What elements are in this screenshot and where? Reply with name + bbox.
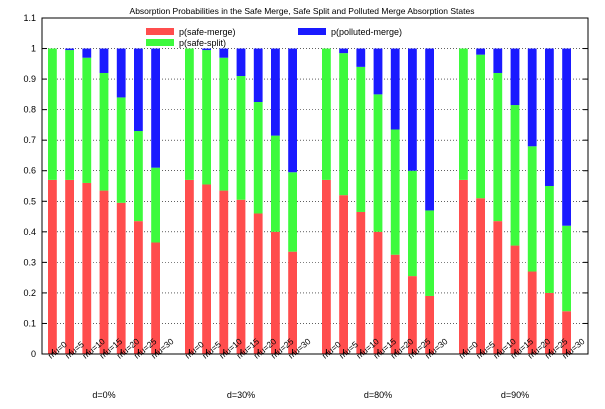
bar-segment bbox=[48, 180, 57, 354]
bar-segment bbox=[322, 180, 331, 354]
bar-segment bbox=[100, 49, 109, 73]
bar-segment bbox=[117, 49, 126, 98]
bar-segment bbox=[391, 129, 400, 254]
bar-segment bbox=[151, 168, 160, 243]
chart-title: Absorption Probabilities in the Safe Mer… bbox=[130, 6, 475, 16]
bar-segment bbox=[202, 49, 211, 51]
bar-segment bbox=[528, 49, 537, 147]
bar-segment bbox=[459, 180, 468, 354]
bar-segment bbox=[476, 55, 485, 199]
bar-segment bbox=[545, 49, 554, 186]
bar-segment bbox=[134, 131, 143, 221]
group-labels: d=0% d=30% d=80% d=90% bbox=[92, 390, 529, 400]
bar-segment bbox=[425, 210, 434, 296]
bar-segment bbox=[65, 50, 74, 180]
y-tick-label: 0.7 bbox=[23, 135, 36, 145]
bar-segment bbox=[339, 49, 348, 54]
legend-label: p(polluted-merge) bbox=[331, 27, 402, 37]
y-tick-label: 0.6 bbox=[23, 166, 36, 176]
group-label: d=90% bbox=[501, 390, 529, 400]
bar-segment bbox=[82, 58, 91, 183]
bar-segment bbox=[425, 49, 434, 211]
y-tick-label: 0.9 bbox=[23, 74, 36, 84]
bar-segment bbox=[493, 221, 502, 354]
bar-segment bbox=[545, 186, 554, 293]
bar-segment bbox=[271, 232, 280, 354]
y-tick-label: 0.8 bbox=[23, 105, 36, 115]
bar-segment bbox=[151, 49, 160, 168]
group-label: d=0% bbox=[92, 390, 115, 400]
y-tick-label: 0.3 bbox=[23, 257, 36, 267]
bar-segment bbox=[528, 146, 537, 271]
bar-segment bbox=[408, 49, 417, 171]
bar-segment bbox=[219, 191, 228, 354]
bar-segment bbox=[271, 49, 280, 136]
bar-segment bbox=[117, 203, 126, 354]
y-tick-label: 0 bbox=[31, 349, 36, 359]
bar-segment bbox=[185, 49, 194, 180]
group-label: d=80% bbox=[364, 390, 392, 400]
bar-segment bbox=[288, 172, 297, 251]
legend-swatch bbox=[146, 28, 174, 35]
legend: p(safe-merge)p(safe-split) p(polluted-mer… bbox=[134, 23, 454, 48]
group-label: d=30% bbox=[227, 390, 255, 400]
bar-segment bbox=[374, 94, 383, 231]
bar-segment bbox=[134, 221, 143, 354]
bar-segment bbox=[254, 213, 263, 354]
bar-segment bbox=[374, 49, 383, 95]
bar-segment bbox=[511, 105, 520, 246]
bar-segment bbox=[237, 76, 246, 200]
y-tick-label: 0.2 bbox=[23, 288, 36, 298]
bar-segment bbox=[82, 49, 91, 58]
bar-segment bbox=[100, 73, 109, 191]
bar-segment bbox=[237, 200, 246, 354]
bar-segment bbox=[117, 97, 126, 202]
bar-segment bbox=[408, 171, 417, 276]
bar-segment bbox=[82, 183, 91, 354]
legend-label: p(safe-merge) bbox=[179, 27, 236, 37]
bar-segment bbox=[476, 49, 485, 55]
y-tick-label: 1.1 bbox=[23, 13, 36, 23]
bar-segment bbox=[219, 49, 228, 58]
bar-segment bbox=[288, 49, 297, 173]
bar-segment bbox=[339, 195, 348, 354]
bar-segment bbox=[562, 49, 571, 226]
bar-segment bbox=[356, 67, 365, 212]
bar-segment bbox=[65, 180, 74, 354]
bar-segment bbox=[219, 58, 228, 191]
bar-segment bbox=[65, 49, 74, 51]
bar-segment bbox=[254, 49, 263, 102]
bar-segment bbox=[134, 49, 143, 131]
bar-segment bbox=[476, 198, 485, 354]
bar-segment bbox=[374, 232, 383, 354]
legend-swatch bbox=[146, 39, 174, 46]
bar-segment bbox=[322, 49, 331, 180]
legend-label: p(safe-split) bbox=[179, 38, 226, 48]
y-tick-label: 1 bbox=[31, 44, 36, 54]
legend-swatch bbox=[298, 28, 326, 35]
bar-segment bbox=[254, 102, 263, 213]
bar-segment bbox=[185, 180, 194, 354]
bar-segment bbox=[511, 49, 520, 106]
bar-segment bbox=[356, 49, 365, 67]
bar-segment bbox=[493, 49, 502, 73]
bar-segment bbox=[391, 49, 400, 130]
bar-segment bbox=[100, 191, 109, 354]
bar-segment bbox=[339, 53, 348, 195]
bar-segment bbox=[237, 49, 246, 76]
bar-segment bbox=[202, 50, 211, 184]
bar-segment bbox=[493, 73, 502, 221]
bar-segment bbox=[356, 212, 365, 354]
bar-segment bbox=[48, 49, 57, 180]
bar-segment bbox=[202, 184, 211, 354]
y-tick-label: 0.1 bbox=[23, 318, 36, 328]
bar-segment bbox=[459, 49, 468, 180]
bar-segment bbox=[271, 136, 280, 232]
y-tick-label: 0.4 bbox=[23, 227, 36, 237]
y-tick-label: 0.5 bbox=[23, 196, 36, 206]
bar-segment bbox=[562, 226, 571, 312]
